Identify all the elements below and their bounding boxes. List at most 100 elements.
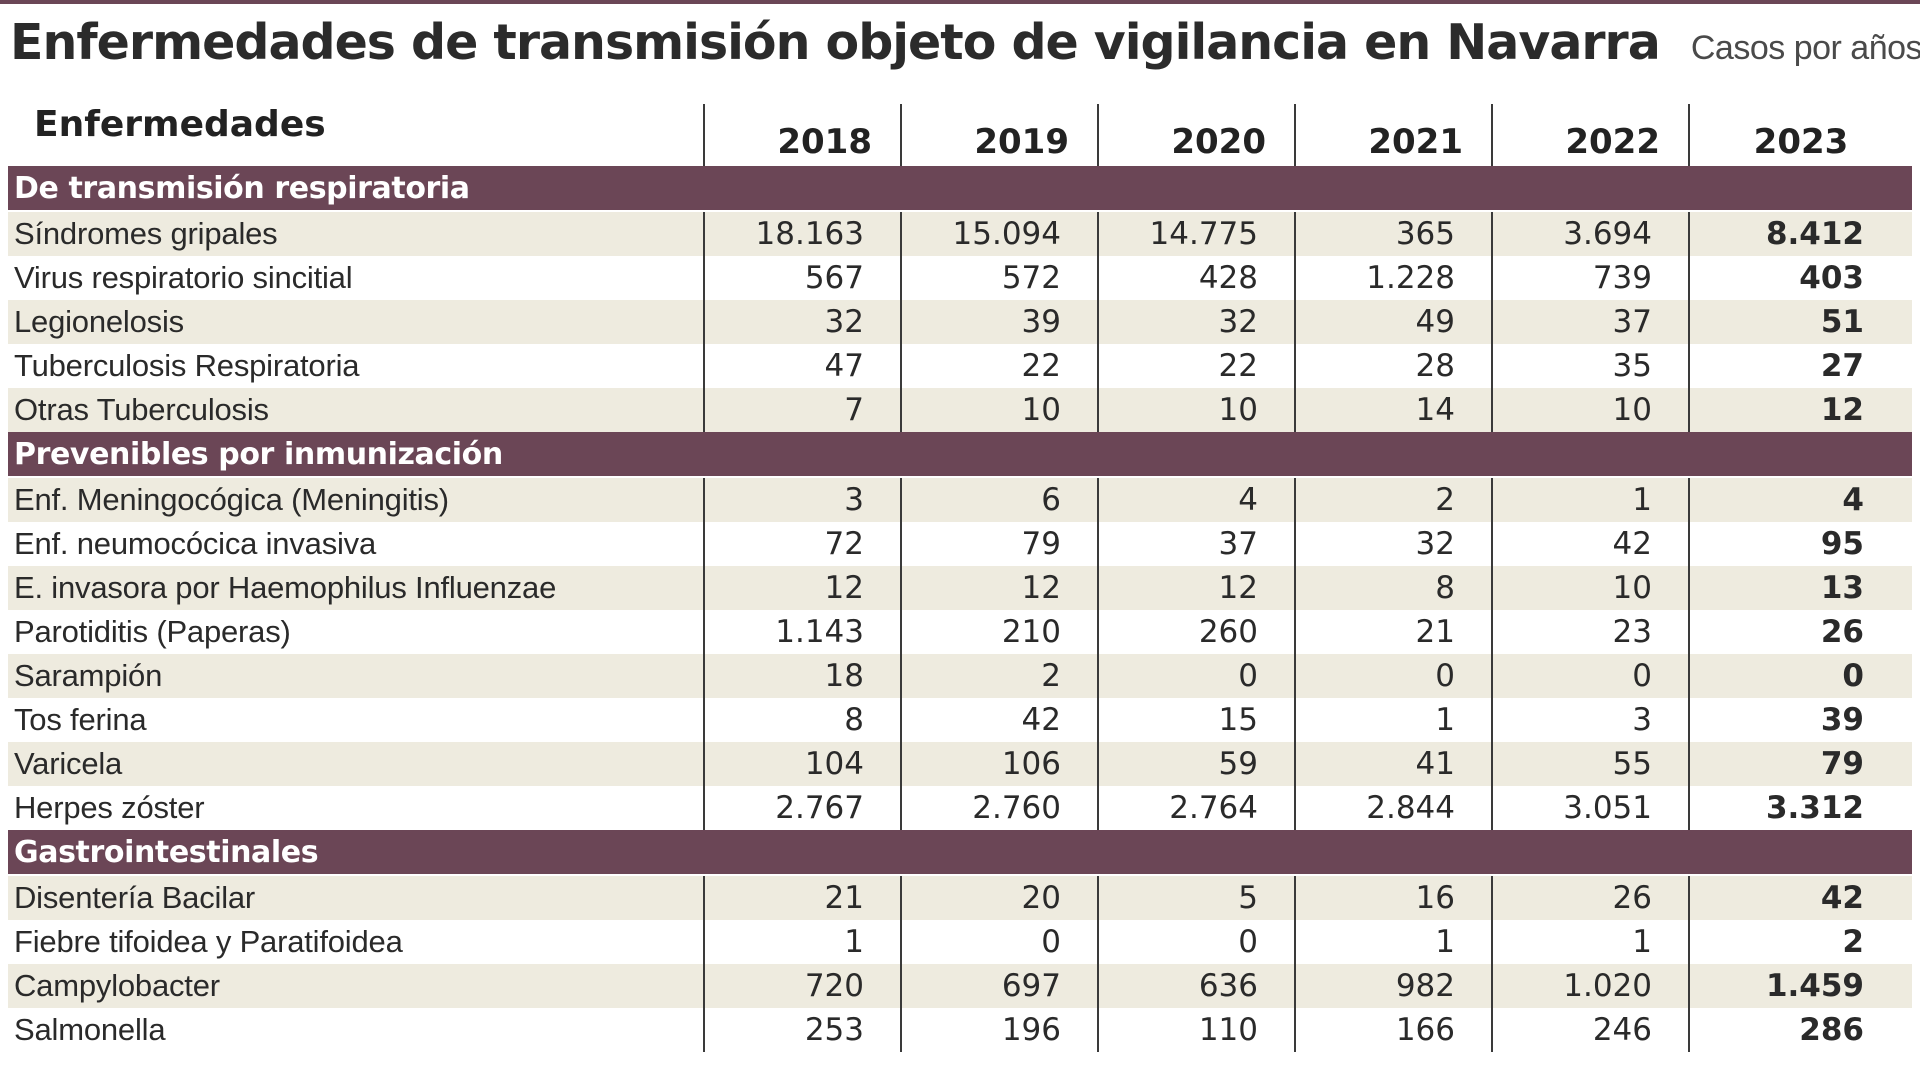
column-header-year: 2020 bbox=[1097, 104, 1295, 166]
case-count: 49 bbox=[1294, 300, 1492, 344]
case-count: 1.228 bbox=[1294, 256, 1492, 300]
case-count: 1 bbox=[1294, 698, 1492, 742]
table-row: Salmonella 253 196 110 166 246 286 bbox=[8, 1008, 1912, 1052]
title-row: Enfermedades de transmisión objeto de vi… bbox=[10, 8, 1920, 78]
case-count: 41 bbox=[1294, 742, 1492, 786]
case-count: 1 bbox=[1294, 920, 1492, 964]
case-count: 8.412 bbox=[1688, 211, 1912, 256]
case-count: 636 bbox=[1097, 964, 1295, 1008]
column-header-year: 2019 bbox=[900, 104, 1098, 166]
case-count: 4 bbox=[1097, 477, 1295, 522]
case-count: 32 bbox=[1294, 522, 1492, 566]
case-count: 59 bbox=[1097, 742, 1295, 786]
section-label: Prevenibles por inmunización bbox=[8, 432, 1912, 478]
case-count: 28 bbox=[1294, 344, 1492, 388]
disease-name: Legionelosis bbox=[8, 300, 704, 344]
top-rule bbox=[0, 0, 1920, 4]
case-count: 253 bbox=[703, 1008, 901, 1052]
disease-name: Virus respiratorio sincitial bbox=[8, 256, 704, 300]
table-row: Otras Tuberculosis 7 10 10 14 10 12 bbox=[8, 388, 1912, 432]
case-count: 39 bbox=[1688, 698, 1912, 742]
disease-name: Otras Tuberculosis bbox=[8, 388, 704, 432]
case-count: 8 bbox=[1294, 566, 1492, 610]
case-count: 15 bbox=[1097, 698, 1295, 742]
disease-name: E. invasora por Haemophilus Influenzae bbox=[8, 566, 704, 610]
table-row: Fiebre tifoidea y Paratifoidea 1 0 0 1 1 2 bbox=[8, 920, 1912, 964]
case-count: 12 bbox=[1688, 388, 1912, 432]
case-count: 18 bbox=[703, 654, 901, 698]
case-count: 697 bbox=[900, 964, 1098, 1008]
table-row: Disentería Bacilar 21 20 5 16 26 42 bbox=[8, 875, 1912, 920]
column-header-name: Enfermedades bbox=[34, 104, 326, 145]
case-count: 110 bbox=[1097, 1008, 1295, 1052]
section-label: De transmisión respiratoria bbox=[8, 166, 1912, 212]
disease-name: Campylobacter bbox=[8, 964, 704, 1008]
case-count: 286 bbox=[1688, 1008, 1912, 1052]
case-count: 15.094 bbox=[900, 211, 1098, 256]
case-count: 26 bbox=[1688, 610, 1912, 654]
case-count: 1 bbox=[703, 920, 901, 964]
case-count: 567 bbox=[703, 256, 901, 300]
case-count: 10 bbox=[1097, 388, 1295, 432]
case-count: 0 bbox=[900, 920, 1098, 964]
section-row: Gastrointestinales bbox=[8, 830, 1912, 876]
case-count: 16 bbox=[1294, 875, 1492, 920]
case-count: 365 bbox=[1294, 211, 1492, 256]
case-count: 13 bbox=[1688, 566, 1912, 610]
case-count: 10 bbox=[1491, 388, 1689, 432]
table-row: Varicela 104 106 59 41 55 79 bbox=[8, 742, 1912, 786]
case-count: 3.051 bbox=[1491, 786, 1689, 830]
case-count: 196 bbox=[900, 1008, 1098, 1052]
table-row: Enf. neumocócica invasiva 72 79 37 32 42 95 bbox=[8, 522, 1912, 566]
case-count: 72 bbox=[703, 522, 901, 566]
case-count: 42 bbox=[1688, 875, 1912, 920]
case-count: 12 bbox=[703, 566, 901, 610]
case-count: 2 bbox=[1688, 920, 1912, 964]
case-count: 42 bbox=[900, 698, 1098, 742]
case-count: 37 bbox=[1097, 522, 1295, 566]
table-row: Tuberculosis Respiratoria 47 22 22 28 35 27 bbox=[8, 344, 1912, 388]
case-count: 14.775 bbox=[1097, 211, 1295, 256]
case-count: 23 bbox=[1491, 610, 1689, 654]
case-count: 3 bbox=[703, 477, 901, 522]
disease-name: Parotiditis (Paperas) bbox=[8, 610, 704, 654]
case-count: 10 bbox=[900, 388, 1098, 432]
case-count: 246 bbox=[1491, 1008, 1689, 1052]
case-count: 51 bbox=[1688, 300, 1912, 344]
case-count: 95 bbox=[1688, 522, 1912, 566]
case-count: 6 bbox=[900, 477, 1098, 522]
table-row: Herpes zóster 2.767 2.760 2.764 2.844 3.051 3.… bbox=[8, 786, 1912, 830]
case-count: 982 bbox=[1294, 964, 1492, 1008]
disease-name: Sarampión bbox=[8, 654, 704, 698]
table-row: Campylobacter 720 697 636 982 1.020 1.459 bbox=[8, 964, 1912, 1008]
case-count: 1.459 bbox=[1688, 964, 1912, 1008]
case-count: 32 bbox=[1097, 300, 1295, 344]
case-count: 39 bbox=[900, 300, 1098, 344]
table-row: Enf. Meningocógica (Meningitis) 3 6 4 2 1 4 bbox=[8, 477, 1912, 522]
section-row: De transmisión respiratoria bbox=[8, 166, 1912, 212]
case-count: 55 bbox=[1491, 742, 1689, 786]
case-count: 21 bbox=[1294, 610, 1492, 654]
case-count: 2 bbox=[900, 654, 1098, 698]
disease-name: Tuberculosis Respiratoria bbox=[8, 344, 704, 388]
disease-name: Enf. neumocócica invasiva bbox=[8, 522, 704, 566]
case-count: 20 bbox=[900, 875, 1098, 920]
table-row: Virus respiratorio sincitial 567 572 428 1.2… bbox=[8, 256, 1912, 300]
case-count: 2.767 bbox=[703, 786, 901, 830]
section-label: Gastrointestinales bbox=[8, 830, 1912, 876]
case-count: 1 bbox=[1491, 920, 1689, 964]
case-count: 0 bbox=[1097, 920, 1295, 964]
case-count: 12 bbox=[1097, 566, 1295, 610]
section-row: Prevenibles por inmunización bbox=[8, 432, 1912, 478]
case-count: 166 bbox=[1294, 1008, 1492, 1052]
case-count: 3.694 bbox=[1491, 211, 1689, 256]
case-count: 47 bbox=[703, 344, 901, 388]
case-count: 739 bbox=[1491, 256, 1689, 300]
case-count: 37 bbox=[1491, 300, 1689, 344]
case-count: 21 bbox=[703, 875, 901, 920]
case-count: 403 bbox=[1688, 256, 1912, 300]
case-count: 1.143 bbox=[703, 610, 901, 654]
case-count: 22 bbox=[1097, 344, 1295, 388]
case-count: 12 bbox=[900, 566, 1098, 610]
disease-name: Varicela bbox=[8, 742, 704, 786]
